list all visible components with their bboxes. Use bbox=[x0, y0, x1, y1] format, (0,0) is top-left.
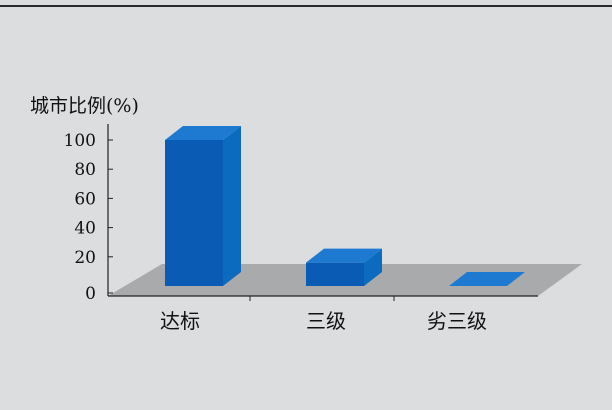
x-axis-categories: 达标 三级 劣三级 bbox=[160, 309, 487, 333]
top-rule bbox=[0, 5, 612, 7]
bar-front bbox=[306, 262, 364, 286]
bar-三级 bbox=[306, 248, 382, 286]
bar-side bbox=[364, 248, 382, 286]
bar-side bbox=[223, 126, 241, 286]
y-axis: 0 20 40 60 80 100 bbox=[64, 124, 538, 304]
y-axis-title: 城市比例(%) bbox=[30, 95, 139, 117]
y-tick-label: 100 bbox=[64, 131, 96, 151]
y-tick-label: 40 bbox=[74, 219, 96, 239]
y-tick-label: 20 bbox=[74, 248, 96, 268]
x-category-label: 三级 bbox=[306, 309, 346, 333]
y-tick-label: 80 bbox=[74, 160, 96, 180]
bar-top bbox=[165, 126, 241, 140]
y-tick-label: 0 bbox=[85, 284, 96, 304]
bars-group bbox=[165, 126, 525, 286]
bar-达标 bbox=[165, 126, 241, 286]
bar-front bbox=[165, 140, 223, 286]
x-category-label: 劣三级 bbox=[427, 309, 487, 333]
x-category-label: 达标 bbox=[160, 309, 200, 333]
bar-劣三级 bbox=[449, 272, 525, 286]
y-tick-label: 60 bbox=[74, 189, 96, 209]
bar-top bbox=[449, 272, 525, 286]
bar-top bbox=[306, 248, 382, 263]
